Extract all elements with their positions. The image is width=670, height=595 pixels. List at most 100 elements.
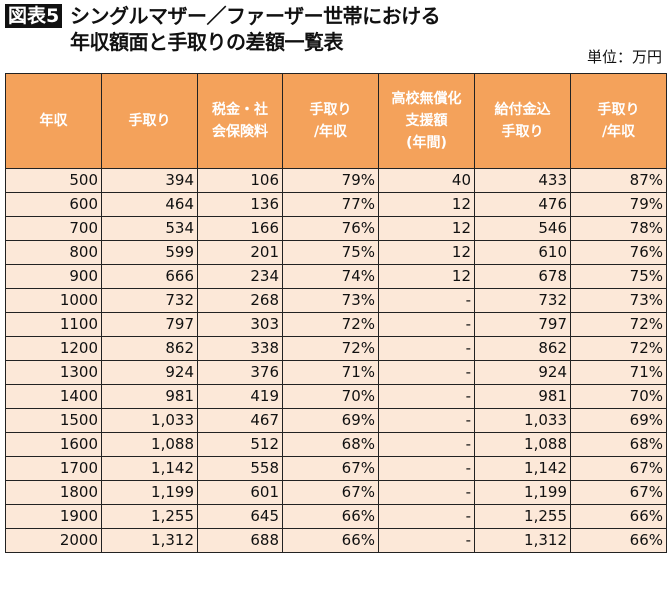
column-header-line: 高校無償化 bbox=[391, 91, 462, 107]
column-header-line: 手取り bbox=[597, 102, 640, 118]
table-cell: 1,312 bbox=[474, 528, 571, 553]
table-cell: 981 bbox=[474, 384, 571, 409]
table-cell: 800 bbox=[5, 240, 102, 265]
table-cell: 70% bbox=[570, 384, 667, 409]
table-cell: - bbox=[378, 408, 475, 433]
table-cell: 66% bbox=[570, 504, 667, 529]
column-header-line: /年収 bbox=[601, 124, 636, 140]
table-cell: 1,033 bbox=[474, 408, 571, 433]
figure-badge: 図表5 bbox=[5, 4, 63, 28]
table-cell: 67% bbox=[570, 480, 667, 505]
table-cell: 1,142 bbox=[474, 456, 571, 481]
table-body: 500 394 106 79% 40 433 87% 600 464 136 77% 12 476 79%… bbox=[5, 168, 667, 553]
table-cell: - bbox=[378, 384, 475, 409]
table-cell: - bbox=[378, 360, 475, 385]
table-cell: 67% bbox=[282, 456, 379, 481]
table-cell: 136 bbox=[197, 192, 283, 217]
table-cell: 862 bbox=[101, 336, 198, 361]
column-header-line: 会保険料 bbox=[212, 124, 268, 140]
table-cell: 546 bbox=[474, 216, 571, 241]
table-cell: - bbox=[378, 288, 475, 313]
income-table: 年収 手取り 税金・社 会保険料 手取り/年収 高校無償化 支援額 (年間) 給付金込 手取り 手取… bbox=[5, 73, 667, 553]
table-cell: 72% bbox=[570, 336, 667, 361]
table-cell: 1,199 bbox=[474, 480, 571, 505]
table-row: 1900 1,255 645 66% -1,255 66% bbox=[5, 504, 667, 529]
table-cell: 1,312 bbox=[101, 528, 198, 553]
column-header: 年収 bbox=[5, 73, 102, 169]
table-cell: 688 bbox=[197, 528, 283, 553]
table-cell: 1400 bbox=[5, 384, 102, 409]
column-header: 給付金込 手取り bbox=[474, 73, 571, 169]
table-cell: 1,088 bbox=[474, 432, 571, 457]
table-row: 1400 981 419 70% -981 70% bbox=[5, 384, 667, 409]
table-cell: 12 bbox=[378, 192, 475, 217]
table-row: 900 666 234 74% 12 678 75% bbox=[5, 264, 667, 289]
table-row: 800 599 201 75% 12 610 76% bbox=[5, 240, 667, 265]
table-row: 700 534 166 76% 12 546 78% bbox=[5, 216, 667, 241]
table-cell: 1700 bbox=[5, 456, 102, 481]
table-cell: 558 bbox=[197, 456, 283, 481]
table-cell: 12 bbox=[378, 216, 475, 241]
table-cell: 77% bbox=[282, 192, 379, 217]
table-cell: 1,255 bbox=[474, 504, 571, 529]
table-cell: 69% bbox=[570, 408, 667, 433]
table-cell: 12 bbox=[378, 264, 475, 289]
table-cell: 12 bbox=[378, 240, 475, 265]
table-cell: - bbox=[378, 528, 475, 553]
table-row: 1100 797 303 72% -797 72% bbox=[5, 312, 667, 337]
table-cell: - bbox=[378, 480, 475, 505]
column-header: 高校無償化 支援額 (年間) bbox=[378, 73, 475, 169]
table-row: 1600 1,088 512 68% -1,088 68% bbox=[5, 432, 667, 457]
column-header: 手取り/年収 bbox=[570, 73, 667, 169]
table-cell: 67% bbox=[570, 456, 667, 481]
table-cell: 67% bbox=[282, 480, 379, 505]
table-cell: 166 bbox=[197, 216, 283, 241]
unit-label: 単位：万円 bbox=[586, 48, 662, 66]
table-cell: 1000 bbox=[5, 288, 102, 313]
table-cell: 1,255 bbox=[101, 504, 198, 529]
table-cell: 2000 bbox=[5, 528, 102, 553]
table-cell: 72% bbox=[282, 336, 379, 361]
table-cell: 599 bbox=[101, 240, 198, 265]
table-cell: 1100 bbox=[5, 312, 102, 337]
table-cell: - bbox=[378, 336, 475, 361]
table-cell: 74% bbox=[282, 264, 379, 289]
table-cell: 376 bbox=[197, 360, 283, 385]
table-cell: 66% bbox=[282, 528, 379, 553]
table-cell: 268 bbox=[197, 288, 283, 313]
table-cell: 303 bbox=[197, 312, 283, 337]
table-cell: 1300 bbox=[5, 360, 102, 385]
table-cell: 66% bbox=[282, 504, 379, 529]
column-header-line: 税金・社 bbox=[212, 102, 268, 118]
table-row: 2000 1,312 688 66% -1,312 66% bbox=[5, 528, 667, 553]
table-cell: 924 bbox=[474, 360, 571, 385]
table-cell: 78% bbox=[570, 216, 667, 241]
table-cell: 797 bbox=[101, 312, 198, 337]
table-cell: 862 bbox=[474, 336, 571, 361]
table-cell: 71% bbox=[570, 360, 667, 385]
table-cell: 645 bbox=[197, 504, 283, 529]
table-cell: 678 bbox=[474, 264, 571, 289]
table-cell: 1900 bbox=[5, 504, 102, 529]
column-header-line: 年収 bbox=[39, 113, 68, 129]
table-cell: 433 bbox=[474, 168, 571, 193]
table-cell: 72% bbox=[570, 312, 667, 337]
table-row: 1500 1,033 467 69% -1,033 69% bbox=[5, 408, 667, 433]
table-cell: 71% bbox=[282, 360, 379, 385]
table-cell: 1,088 bbox=[101, 432, 198, 457]
table-cell: 464 bbox=[101, 192, 198, 217]
column-header: 手取り/年収 bbox=[282, 73, 379, 169]
table-cell: - bbox=[378, 456, 475, 481]
table-cell: 70% bbox=[282, 384, 379, 409]
table-cell: 1,199 bbox=[101, 480, 198, 505]
title-line-1: シングルマザー／ファーザー世帯における bbox=[70, 4, 441, 28]
table-cell: 419 bbox=[197, 384, 283, 409]
table-cell: 75% bbox=[282, 240, 379, 265]
table-cell: 87% bbox=[570, 168, 667, 193]
table-cell: 797 bbox=[474, 312, 571, 337]
table-cell: 106 bbox=[197, 168, 283, 193]
table-cell: 1,033 bbox=[101, 408, 198, 433]
column-header-line: 手取り bbox=[128, 113, 171, 129]
table-cell: 600 bbox=[5, 192, 102, 217]
table-cell: 601 bbox=[197, 480, 283, 505]
